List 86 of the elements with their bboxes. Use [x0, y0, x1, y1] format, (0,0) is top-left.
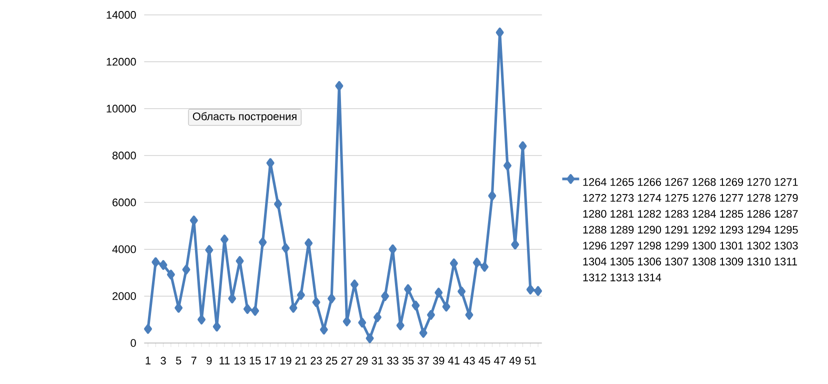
point — [358, 318, 366, 328]
y-tick-label: 2000 — [112, 292, 136, 300]
point — [496, 28, 504, 38]
point — [396, 320, 404, 330]
point — [174, 303, 183, 313]
point — [236, 256, 244, 266]
point — [373, 312, 382, 322]
x-tick-label: 45 — [478, 356, 490, 365]
y-tick-label: 14000 — [106, 11, 136, 19]
point — [480, 262, 489, 272]
x-tick-label: 7 — [191, 356, 196, 364]
point — [274, 199, 282, 210]
point — [503, 160, 512, 171]
point — [312, 297, 320, 308]
point — [335, 81, 344, 91]
point — [289, 303, 298, 313]
x-tick-label: 51 — [524, 356, 536, 365]
point — [182, 264, 190, 275]
legend-label: 1264 1265 1266 1267 1268 1269 1270 1271 1272 1273 1274 1275 1276 1277 1278 1279 1280 1281 1282 1283 1284 1285 1286 1287 1288 1289 1290 1291 1292 1293 1294 1295 1296 1297 1298 1299 1300 1301 1302 1303 1304 1305 1306 1307 1308 1309 1310 1311 1312 1313 1314 — [583, 178, 798, 282]
point — [427, 310, 435, 320]
point — [465, 310, 474, 320]
point — [458, 286, 466, 296]
x-tick-label: 41 — [448, 356, 460, 364]
y-tick-label: 12000 — [106, 58, 136, 66]
point — [212, 322, 221, 332]
point — [472, 258, 481, 268]
x-tick-label: 9 — [206, 356, 212, 365]
x-tick-label: 27 — [341, 356, 352, 365]
x-tick-label: 33 — [387, 356, 398, 365]
x-tick-label: 29 — [356, 356, 368, 365]
x-tick-label: 25 — [326, 356, 338, 365]
point — [228, 294, 236, 304]
x-tick-label: 31 — [372, 356, 383, 365]
x-tick-label: 15 — [250, 356, 261, 365]
x-tick-label: 1 — [146, 356, 151, 364]
point — [205, 245, 214, 255]
point — [266, 158, 274, 168]
point — [526, 284, 534, 295]
y-tick-label: 8000 — [112, 152, 136, 160]
point — [258, 237, 267, 248]
point — [381, 291, 390, 302]
point — [419, 328, 428, 338]
x-tick-label: 21 — [295, 356, 307, 365]
point — [534, 286, 542, 296]
y-tick-label: 6000 — [112, 198, 136, 206]
x-tick-label: 23 — [310, 356, 322, 365]
point — [251, 306, 260, 316]
point — [152, 257, 160, 268]
point — [220, 234, 228, 244]
x-tick-label: 49 — [509, 356, 521, 365]
point — [388, 244, 397, 254]
x-tick-label: 11 — [220, 356, 230, 364]
point — [304, 238, 313, 248]
x-tick-label: 3 — [160, 356, 166, 365]
x-tick-label: 37 — [418, 356, 429, 365]
y-tick-label: 4000 — [112, 246, 136, 254]
x-tick-label: 5 — [176, 356, 182, 365]
y-tick-label: 10000 — [106, 104, 136, 113]
x-tick-label: 39 — [432, 356, 444, 365]
point — [412, 300, 420, 311]
point — [366, 334, 374, 344]
x-tick-label: 35 — [402, 356, 414, 365]
point — [243, 304, 252, 314]
x-tick-label: 43 — [463, 356, 475, 365]
point — [328, 294, 336, 304]
point — [342, 316, 351, 326]
x-tick-label: 19 — [280, 356, 292, 365]
annotation: Область построения — [192, 112, 296, 123]
point — [488, 191, 496, 201]
point — [511, 240, 520, 250]
point — [144, 324, 152, 334]
x-tick-label: 13 — [234, 356, 246, 365]
point — [404, 284, 412, 294]
point — [434, 288, 443, 298]
point — [198, 314, 206, 325]
point — [159, 260, 168, 270]
y-tick-label: 0 — [130, 339, 136, 347]
point — [442, 302, 450, 312]
point — [450, 258, 458, 268]
point — [166, 270, 175, 280]
point — [518, 141, 527, 152]
point — [282, 243, 290, 254]
point — [296, 290, 305, 300]
x-tick-label: 47 — [494, 356, 506, 364]
x-tick-label: 17 — [265, 356, 276, 364]
point — [190, 216, 198, 226]
